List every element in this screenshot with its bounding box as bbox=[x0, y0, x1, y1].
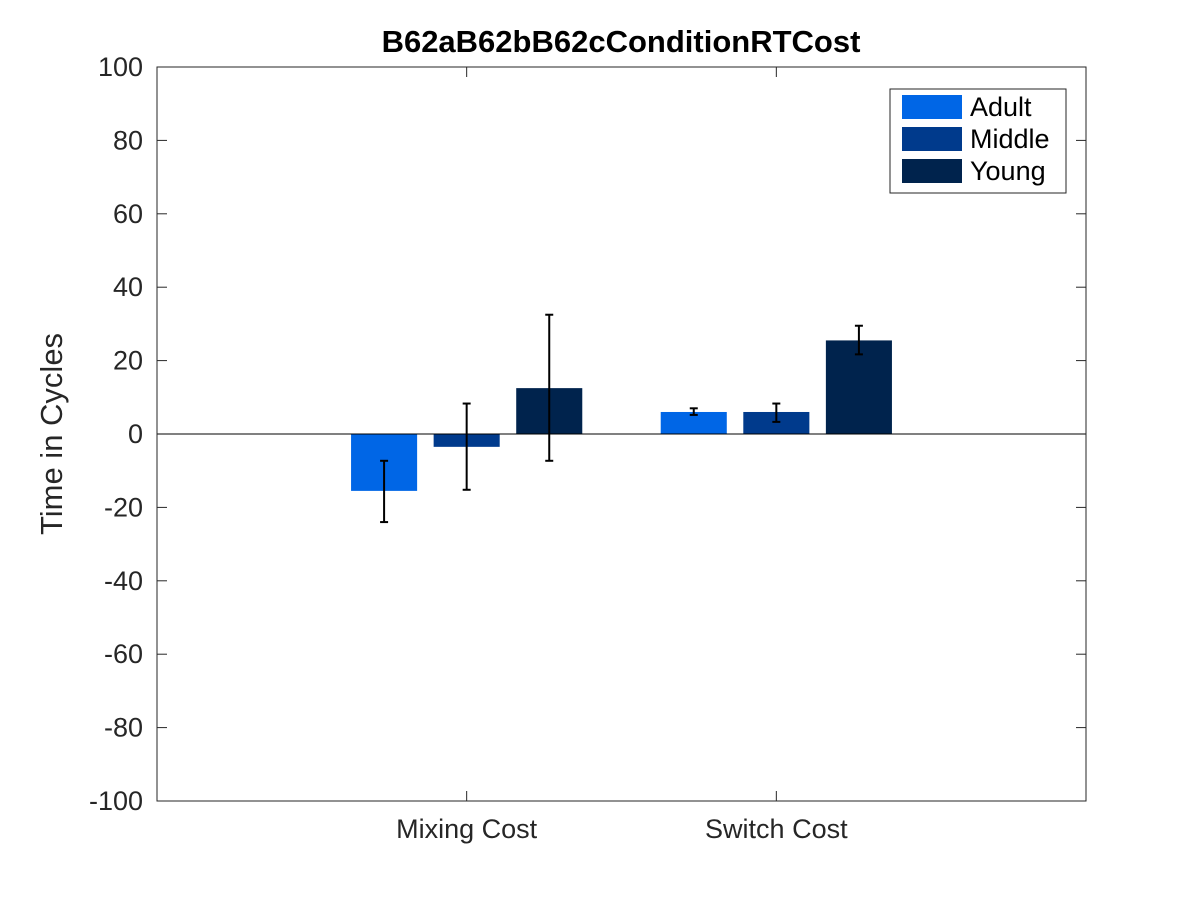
legend-label: Middle bbox=[970, 124, 1050, 154]
y-tick-label: -40 bbox=[104, 566, 143, 596]
y-tick-label: 20 bbox=[113, 346, 143, 376]
y-tick-label: -100 bbox=[89, 786, 143, 816]
error-bars bbox=[380, 313, 863, 524]
legend-swatch bbox=[902, 95, 962, 119]
legend-label: Adult bbox=[970, 92, 1032, 122]
bar bbox=[743, 411, 810, 434]
plot-area bbox=[156, 66, 1087, 802]
y-tick-label: -60 bbox=[104, 639, 143, 669]
y-tick-label: 0 bbox=[128, 419, 143, 449]
legend-swatch bbox=[902, 159, 962, 183]
legend-swatch bbox=[902, 127, 962, 151]
axis-ticks: -100 -80 -60 -40 -20 0 20 40 60 80 100 Mixing Cost S… bbox=[89, 52, 1086, 844]
y-tick-label: 40 bbox=[113, 272, 143, 302]
bar bbox=[825, 340, 892, 434]
y-tick-label: -80 bbox=[104, 713, 143, 743]
x-tick-label: Mixing Cost bbox=[396, 814, 538, 844]
y-axis-label: Time in Cycles bbox=[34, 333, 69, 535]
chart-title: B62aB62bB62cConditionRTCost bbox=[382, 24, 861, 59]
y-tick-label: 100 bbox=[98, 52, 143, 82]
legend-label: Young bbox=[970, 156, 1046, 186]
y-tick-label: -20 bbox=[104, 492, 143, 522]
bar bbox=[660, 411, 727, 434]
y-tick-label: 60 bbox=[113, 199, 143, 229]
x-tick-label: Switch Cost bbox=[705, 814, 848, 844]
bars bbox=[351, 340, 892, 491]
y-tick-label: 80 bbox=[113, 125, 143, 155]
